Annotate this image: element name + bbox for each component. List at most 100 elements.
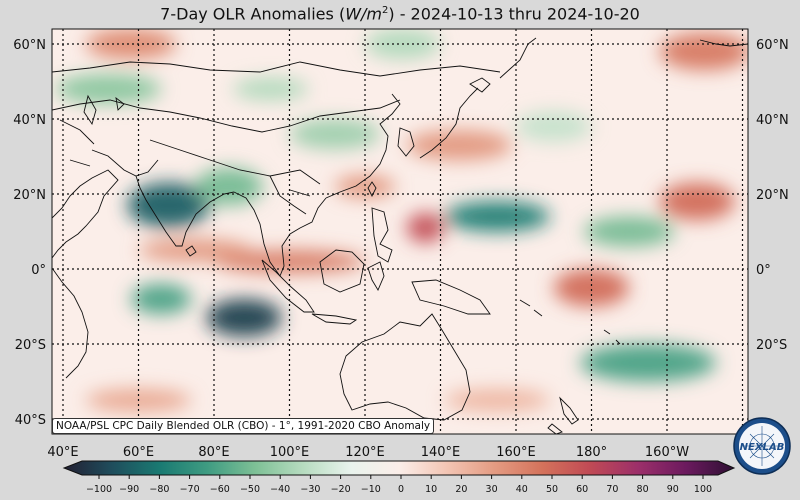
coastline-hokkaido bbox=[469, 77, 491, 93]
border-russia bbox=[52, 61, 501, 77]
anomaly-region-16 bbox=[659, 32, 748, 71]
coastline-sulawesi bbox=[367, 261, 385, 291]
anomaly-region-15 bbox=[406, 130, 513, 161]
anomaly-region-12 bbox=[406, 212, 445, 243]
coastline-java bbox=[311, 313, 358, 325]
colorbar-tick-label: 60 bbox=[576, 484, 588, 495]
colorbar-tick-label: −60 bbox=[210, 484, 230, 495]
anomaly-region-2 bbox=[206, 299, 282, 337]
lat-label-right: 20°N bbox=[756, 188, 789, 203]
colorbar-tick-label: −40 bbox=[270, 484, 290, 495]
nexlab-logo-icon: NEXLAB bbox=[733, 417, 791, 475]
colorbar-tick-label: 80 bbox=[637, 484, 649, 495]
lon-label: 120°E bbox=[345, 445, 385, 460]
lat-label-left: 60°N bbox=[13, 38, 46, 53]
colorbar: −100 −90 −80 −70 −60 −50 −40 −30 −20 −10 0 10 20 30 40… bbox=[62, 460, 736, 495]
colorbar-bar bbox=[62, 460, 736, 476]
border-china-west bbox=[149, 139, 321, 185]
border-se-asia bbox=[269, 175, 311, 215]
colorbar-tick-label: 20 bbox=[455, 484, 467, 495]
anomaly-region-22 bbox=[516, 111, 592, 142]
coastline-japan bbox=[419, 87, 479, 159]
coastline-arabia bbox=[52, 169, 119, 259]
coastline-borneo bbox=[319, 249, 365, 293]
colorbar-tick-label: −100 bbox=[86, 484, 112, 495]
colorbar-tick-label: 10 bbox=[425, 484, 437, 495]
anomaly-region-1 bbox=[195, 167, 264, 206]
lon-label: 40°E bbox=[47, 445, 78, 460]
anomaly-region-14 bbox=[659, 182, 735, 221]
data-source-footnote: NOAA/PSL CPC Daily Blended OLR (CBO) - 1… bbox=[52, 418, 435, 434]
colorbar-tick-label: 100 bbox=[694, 484, 712, 495]
colorbar-tick-label: −70 bbox=[180, 484, 200, 495]
lat-labels-right: 60°N 40°N 20°N 0° 20°S bbox=[756, 38, 789, 353]
coastline-australia bbox=[339, 313, 471, 421]
lon-label: 80°E bbox=[198, 445, 229, 460]
anomaly-region-8 bbox=[289, 119, 381, 149]
lat-label-left: 40°N bbox=[13, 113, 46, 128]
lon-label: 180° bbox=[576, 445, 607, 460]
border-central-asia bbox=[52, 99, 401, 133]
map-panel bbox=[52, 29, 748, 434]
colorbar-tick-label: 40 bbox=[516, 484, 528, 495]
lat-label-right: 60°N bbox=[756, 38, 789, 53]
coastline-new-guinea bbox=[411, 279, 491, 315]
coastline-alaska bbox=[699, 39, 748, 47]
map-title: 7-Day OLR Anomalies (W/m2) - 2024-10-13 … bbox=[160, 4, 640, 24]
colorbar-tick-label: 90 bbox=[667, 484, 679, 495]
coastline-sumatra bbox=[261, 259, 315, 313]
anomaly-region-3 bbox=[130, 284, 192, 314]
anomaly-region-20 bbox=[444, 389, 550, 412]
anomaly-region-17 bbox=[334, 175, 396, 198]
coastline-new-zealand bbox=[559, 396, 579, 425]
colorbar-ticks: −100 −90 −80 −70 −60 −50 −40 −30 −20 −10 0 10 20 30 40… bbox=[86, 475, 712, 495]
anomaly-region-5 bbox=[583, 216, 675, 247]
lat-label-left: 40°S bbox=[15, 413, 46, 428]
colorbar-tick-label: −30 bbox=[300, 484, 320, 495]
coastline-persia bbox=[91, 149, 159, 177]
colorbar-tick-label: −10 bbox=[361, 484, 381, 495]
coastline-kamchatka bbox=[499, 37, 537, 79]
lat-label-left: 0° bbox=[31, 263, 46, 278]
coastline-philippines bbox=[371, 207, 393, 263]
coastline-fiji bbox=[603, 329, 621, 345]
coastline-nz-south bbox=[547, 423, 563, 434]
coastline-taiwan bbox=[367, 181, 377, 198]
anomaly-region-10 bbox=[214, 250, 365, 273]
colorbar-tick-label: −50 bbox=[240, 484, 260, 495]
lon-label: 140°E bbox=[421, 445, 461, 460]
coastline-india bbox=[135, 175, 235, 247]
anomaly-region-21 bbox=[232, 77, 309, 101]
colorbar-tick-label: 0 bbox=[398, 484, 404, 495]
anomaly-field bbox=[55, 29, 748, 412]
coastlines bbox=[52, 37, 748, 434]
lon-label: 60°E bbox=[123, 445, 154, 460]
coastline-sri-lanka bbox=[185, 245, 197, 257]
coastline-china bbox=[325, 93, 401, 199]
svg-text:NEXLAB: NEXLAB bbox=[740, 442, 785, 453]
border-aral bbox=[115, 96, 125, 111]
border-middle-east bbox=[59, 119, 95, 167]
lat-labels-left: 60°N 40°N 20°N 0° 20°S 40°S bbox=[13, 38, 46, 428]
colorbar-tick-label: −80 bbox=[149, 484, 169, 495]
colorbar-tick-label: 30 bbox=[486, 484, 498, 495]
colorbar-tick-label: 70 bbox=[606, 484, 618, 495]
lon-labels: 40°E 60°E 80°E 100°E 120°E 140°E 160°E 180° 160°… bbox=[47, 445, 760, 460]
coastline-burma bbox=[233, 191, 327, 277]
coastline-korea bbox=[397, 127, 415, 157]
anomaly-region-7 bbox=[55, 74, 162, 104]
colorbar-tick-label: −90 bbox=[119, 484, 139, 495]
colorbar-tick-label: 50 bbox=[546, 484, 558, 495]
colorbar-tick-label: −20 bbox=[331, 484, 351, 495]
anomaly-region-6 bbox=[580, 344, 717, 382]
lat-label-right: 0° bbox=[756, 263, 771, 278]
lat-label-right: 20°S bbox=[756, 338, 787, 353]
coastline-africa-east bbox=[52, 267, 89, 379]
map-frame bbox=[51, 28, 749, 435]
lat-label-left: 20°S bbox=[15, 338, 46, 353]
border-caspian bbox=[83, 94, 97, 126]
lat-label-right: 40°N bbox=[756, 113, 789, 128]
anomaly-region-4 bbox=[444, 201, 550, 232]
lon-label: 160°W bbox=[645, 445, 689, 460]
